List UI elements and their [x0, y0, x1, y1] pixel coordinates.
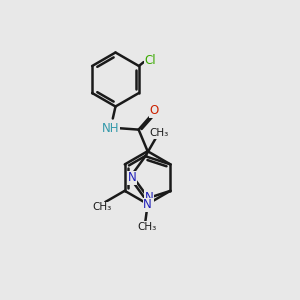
Text: CH₃: CH₃ — [137, 222, 157, 232]
Text: NH: NH — [102, 122, 120, 135]
Text: N: N — [128, 171, 136, 184]
Text: CH₃: CH₃ — [92, 202, 111, 212]
Text: O: O — [150, 104, 159, 118]
Text: N: N — [143, 198, 152, 212]
Text: CH₃: CH₃ — [149, 128, 169, 138]
Text: N: N — [145, 191, 153, 204]
Text: Cl: Cl — [145, 54, 156, 67]
